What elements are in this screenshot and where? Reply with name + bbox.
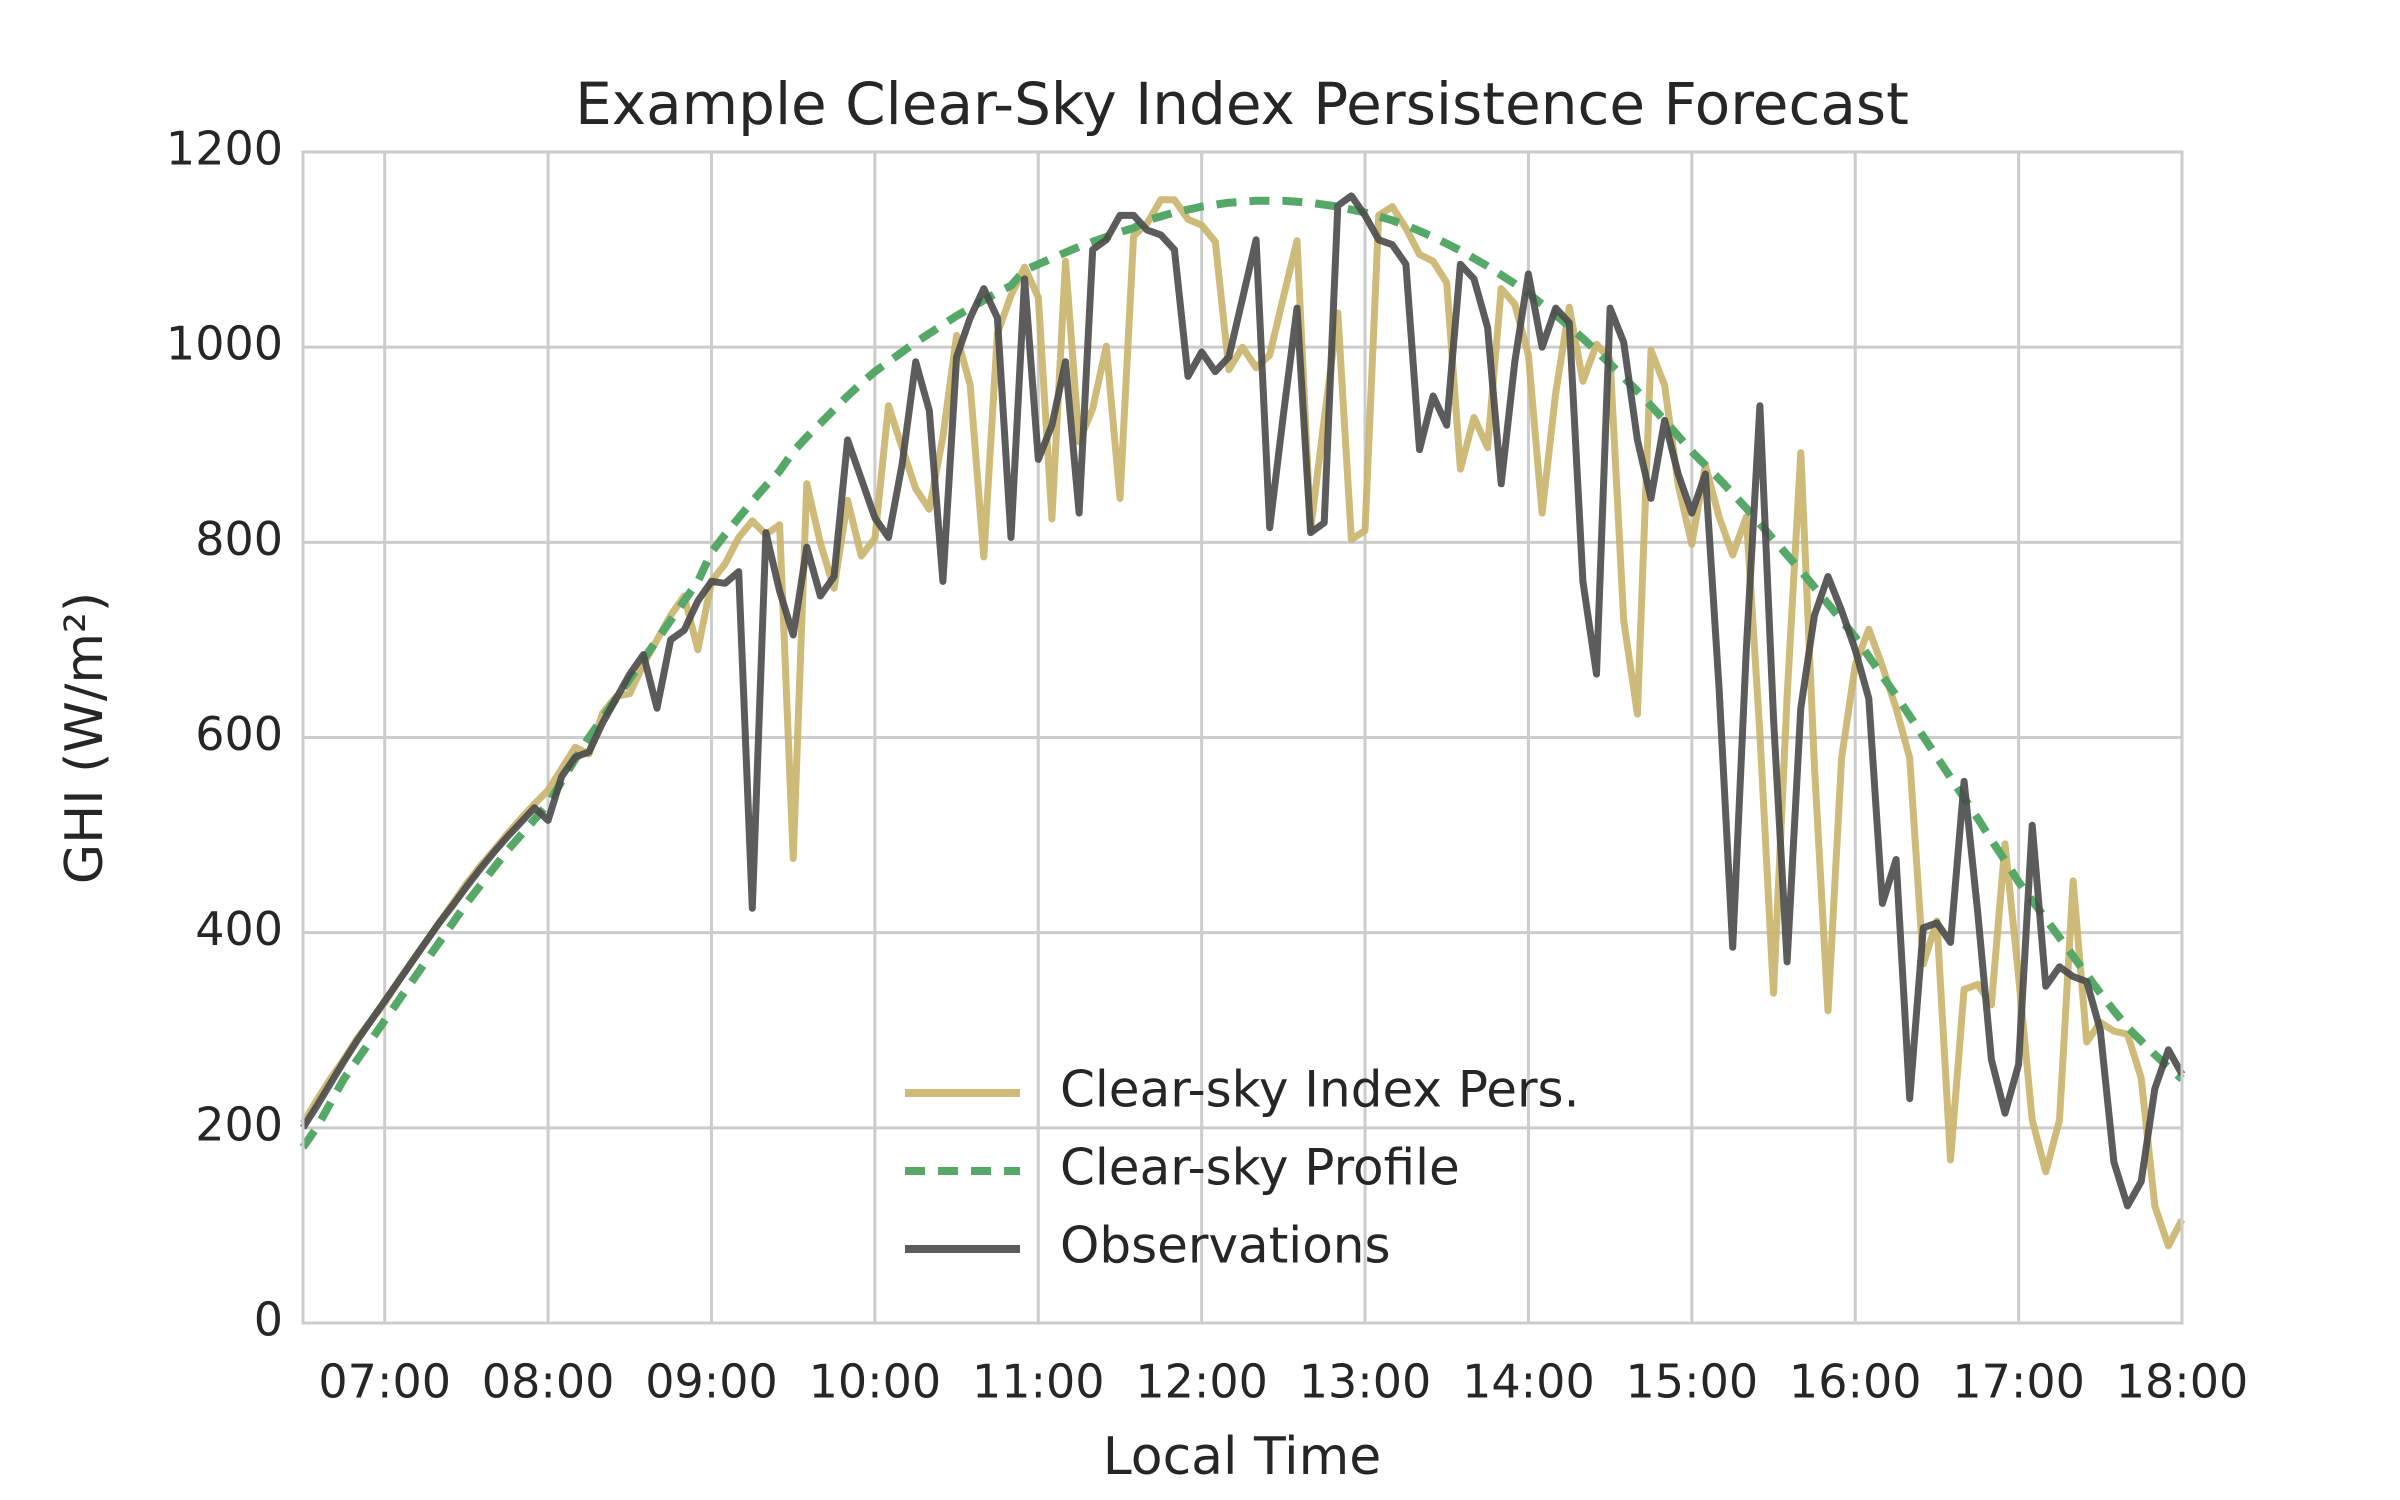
chart-title: Example Clear-Sky Index Persistence Fore… [575,70,1909,138]
x-tick-label: 15:00 [1626,1355,1759,1409]
x-tick-label: 18:00 [2116,1355,2249,1409]
x-tick-label: 17:00 [1952,1355,2085,1409]
plot-lines [299,192,2186,1250]
x-tick-label: 11:00 [972,1355,1105,1409]
x-tick-label: 13:00 [1299,1355,1432,1409]
x-tick-label: 07:00 [318,1355,451,1409]
series-line [299,196,2185,1150]
y-tick-label: 1200 [166,122,283,176]
x-tick-label: 12:00 [1135,1355,1268,1409]
y-tick-label: 0 [254,1293,283,1347]
series-line [300,192,2186,1210]
legend-label: Clear-sky Index Pers. [1060,1061,1579,1119]
y-tick-label: 1000 [166,317,283,371]
x-tick-label: 09:00 [645,1355,778,1409]
legend-label: Observations [1060,1217,1391,1275]
x-tick-label: 16:00 [1789,1355,1922,1409]
x-tick-label: 08:00 [482,1355,615,1409]
legend: Clear-sky Index Pers. Clear-sky Profile Ob… [905,1061,1579,1275]
y-tick-label: 600 [195,707,283,761]
y-tick-label: 800 [195,512,283,566]
x-axis-label: Local Time [1103,1427,1382,1487]
legend-label: Clear-sky Profile [1060,1139,1460,1197]
plot-frame [301,150,2184,1325]
x-tick-label: 10:00 [809,1355,942,1409]
y-axis-label: GHI (W/m²) [55,592,115,884]
x-tick-label: 14:00 [1462,1355,1595,1409]
y-tick-label: 200 [195,1097,283,1151]
y-tick-label: 400 [195,902,283,956]
